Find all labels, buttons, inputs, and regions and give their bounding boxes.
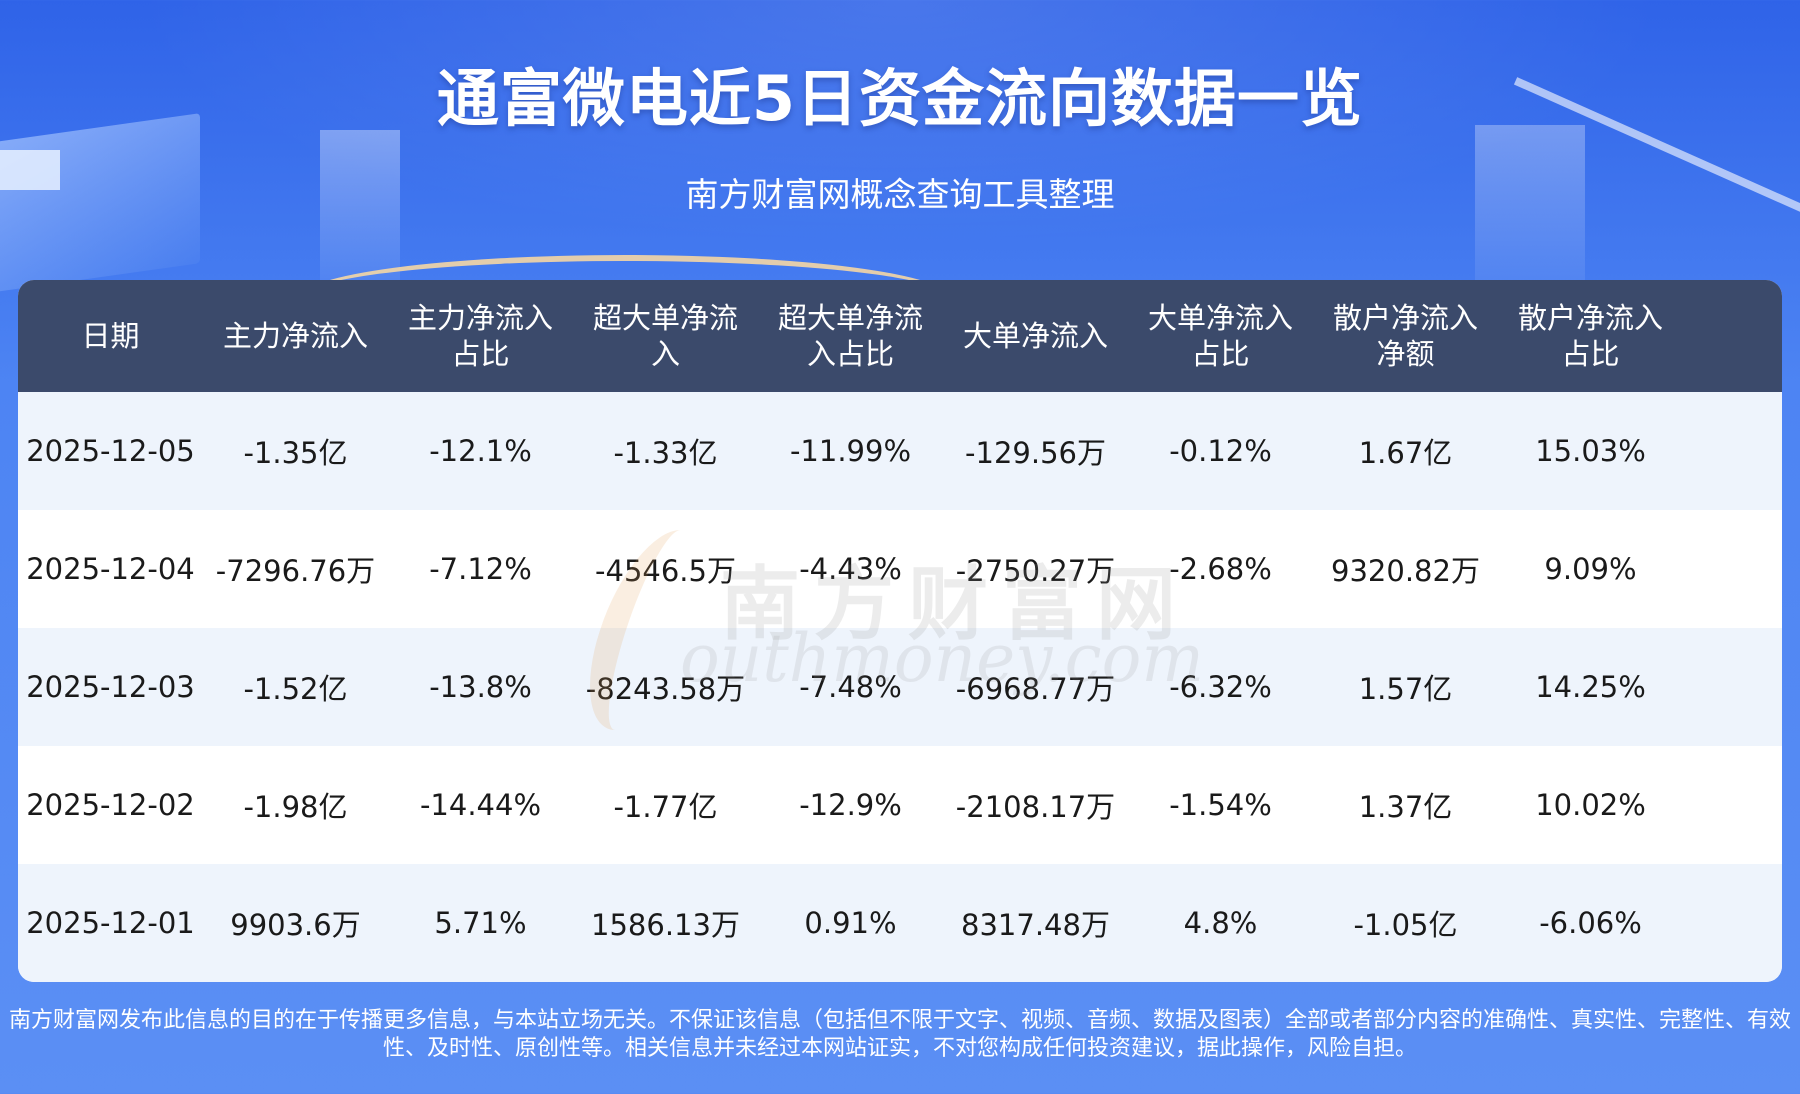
table-cell: 1586.13万: [591, 908, 740, 942]
background-arc: [300, 255, 950, 341]
table-cell: 1.57亿: [1358, 672, 1453, 706]
background-pillar: [320, 130, 400, 290]
table-cell: 2025-12-05: [26, 434, 195, 468]
page-subtitle: 南方财富网概念查询工具整理: [685, 175, 1115, 214]
table-cell: 2025-12-02: [26, 788, 195, 822]
table-cell: -0.12%: [1169, 434, 1272, 468]
table-row: 2025-12-01 9903.6万 5.71% 1586.13万 0.91% …: [18, 864, 1782, 982]
fund-flow-table: 日期 主力净流入 主力净流入 占比 超大单净流入 超大单净流 入占比 大单净流入 大…: [18, 280, 1782, 982]
table-cell: 15.03%: [1535, 434, 1646, 468]
table-cell: 14.25%: [1535, 670, 1646, 704]
table-row: 2025-12-05 -1.35亿 -12.1% -1.33亿 -11.99% …: [18, 392, 1782, 510]
table-cell: 0.91%: [804, 906, 897, 940]
table-header: 日期 主力净流入 主力净流入 占比 超大单净流入 超大单净流 入占比 大单净流入 大…: [18, 280, 1782, 392]
table-cell: -8243.58万: [585, 672, 746, 706]
page-title: 通富微电近5日资金流向数据一览: [436, 62, 1364, 135]
column-header-retail-inflow: 散户净流入 净额: [1332, 301, 1478, 371]
table-cell: -6.32%: [1169, 670, 1272, 704]
table-cell: -2750.27万: [955, 554, 1116, 588]
background-glow: [0, 0, 1800, 290]
table-cell: -1.35亿: [243, 436, 348, 470]
table-cell: 2025-12-01: [26, 906, 195, 940]
table-cell: -6.06%: [1539, 906, 1642, 940]
background-pillar: [1475, 125, 1585, 295]
table-row: 2025-12-03 -1.52亿 -13.8% -8243.58万 -7.48…: [18, 628, 1782, 746]
table-cell: 5.71%: [434, 906, 527, 940]
column-header-main-ratio: 主力净流入 占比: [407, 301, 553, 371]
column-header-large-inflow: 大单净流入: [962, 319, 1108, 353]
disclaimer-line: 性、及时性、原创性等。相关信息并未经过本网站证实，不对您构成任何投资建议，据此操…: [382, 1036, 1417, 1061]
column-header-date: 日期: [81, 319, 140, 353]
table-cell: -1.52亿: [243, 672, 348, 706]
table-cell: -1.33亿: [613, 436, 718, 470]
background-block: [0, 150, 60, 190]
table-cell: 9320.82万: [1331, 554, 1480, 588]
table-cell: 8317.48万: [961, 908, 1110, 942]
table-cell: -7.12%: [429, 552, 532, 586]
table-cell: -4546.5万: [595, 554, 736, 588]
table-row: 2025-12-02 -1.98亿 -14.44% -1.77亿 -12.9% …: [18, 746, 1782, 864]
table-cell: -11.99%: [789, 434, 912, 468]
table-cell: 9903.6万: [230, 908, 361, 942]
table-cell: 4.8%: [1183, 906, 1258, 940]
table-cell: 9.09%: [1544, 552, 1637, 586]
table-cell: -6968.77万: [955, 672, 1116, 706]
table-cell: -2108.17万: [955, 790, 1116, 824]
table-cell: -4.43%: [799, 552, 902, 586]
table-cell: -1.05亿: [1353, 908, 1458, 942]
table-cell: -7.48%: [799, 670, 902, 704]
table-cell: -12.1%: [429, 434, 532, 468]
table-cell: 10.02%: [1535, 788, 1646, 822]
table-row: 2025-12-04 -7296.76万 -7.12% -4546.5万 -4.…: [18, 510, 1782, 628]
table-cell: -14.44%: [419, 788, 542, 822]
column-header-retail-ratio: 散户净流入 占比: [1517, 301, 1663, 371]
disclaimer-line: 南方财富网发布此信息的目的在于传播更多信息，与本站立场无关。不保证该信息（包括但…: [8, 1008, 1791, 1033]
table-cell: 1.67亿: [1358, 436, 1453, 470]
table-cell: -1.54%: [1169, 788, 1272, 822]
table-cell: -13.8%: [429, 670, 532, 704]
table-cell: -1.98亿: [243, 790, 348, 824]
table-cell: -12.9%: [799, 788, 902, 822]
table-cell: 1.37亿: [1358, 790, 1453, 824]
table-cell: 2025-12-04: [26, 552, 195, 586]
table-cell: -7296.76万: [215, 554, 376, 588]
disclaimer: 南方财富网发布此信息的目的在于传播更多信息，与本站立场无关。不保证该信息（包括但…: [0, 1007, 1800, 1063]
table-cell: -129.56万: [965, 436, 1106, 470]
column-header-super-ratio: 超大单净流 入占比: [777, 301, 923, 371]
column-header-large-ratio: 大单净流入 占比: [1147, 301, 1293, 371]
table-cell: -1.77亿: [613, 790, 718, 824]
table-cell: -2.68%: [1169, 552, 1272, 586]
column-header-main-inflow: 主力净流入: [222, 319, 368, 353]
table-cell: 2025-12-03: [26, 670, 195, 704]
column-header-super-inflow: 超大单净流入: [592, 301, 738, 371]
